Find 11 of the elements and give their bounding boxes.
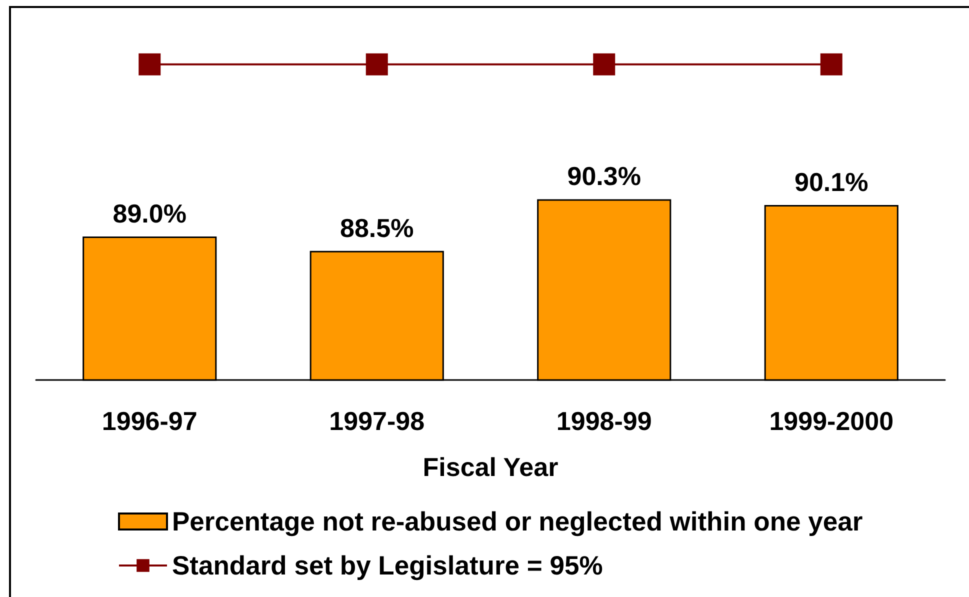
data-label: 90.1% [794,166,868,197]
x-tick-label: 1996-97 [102,406,198,436]
x-tick-label: 1997-98 [329,406,425,436]
x-tick-label: 1998-99 [556,406,652,436]
x-tick-label: 1999-2000 [769,406,894,436]
data-label: 89.0% [112,198,186,229]
legend-label: Standard set by Legislature = 95% [172,550,603,580]
data-label: 88.5% [340,212,414,243]
x-axis-title: Fiscal Year [422,452,558,482]
legend-label: Percentage not re-abused or neglected within one year [172,506,863,536]
data-label: 90.3% [567,161,641,192]
